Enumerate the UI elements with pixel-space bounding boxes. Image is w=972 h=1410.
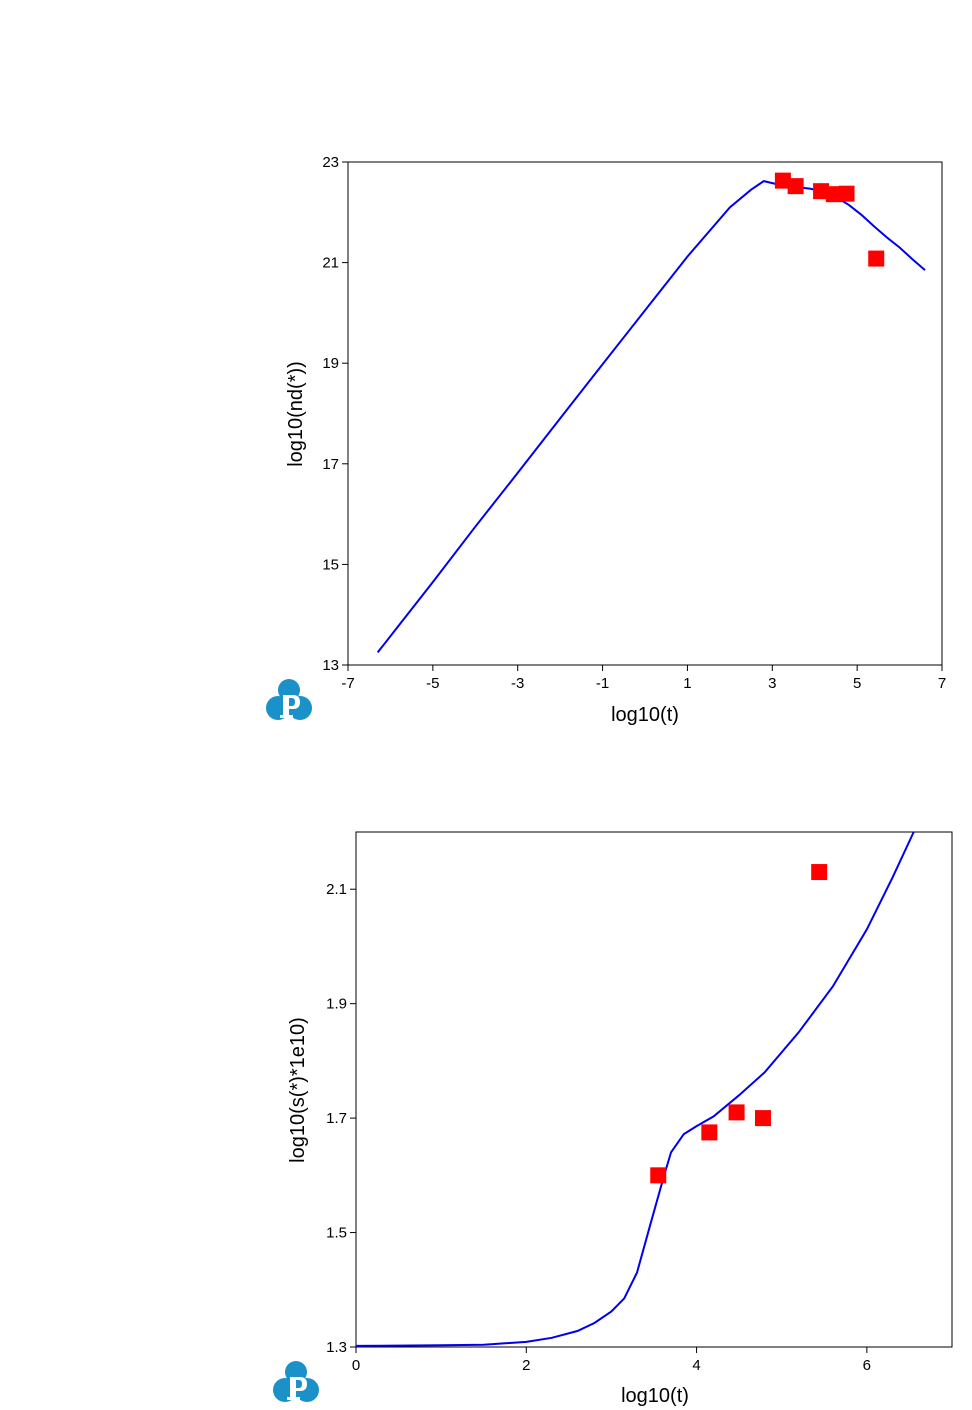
x-tick-label: 0 bbox=[352, 1357, 360, 1374]
data-point bbox=[701, 1124, 718, 1141]
x-tick-label: 2 bbox=[522, 1357, 530, 1374]
app-logo bbox=[266, 679, 312, 720]
x-tick-label: -5 bbox=[426, 675, 439, 692]
plot-frame bbox=[355, 831, 953, 1348]
y-axis-label: log10(nd(*)) bbox=[285, 361, 307, 467]
x-tick-label: 4 bbox=[692, 1357, 700, 1374]
y-tick-label: 17 bbox=[322, 456, 339, 473]
y-tick-label: 19 bbox=[322, 355, 339, 372]
y-tick-label: 13 bbox=[322, 657, 339, 674]
x-tick-label: 1 bbox=[683, 675, 691, 692]
y-axis-label: log10(s(*)*1e10) bbox=[287, 1017, 309, 1163]
logo-glyph bbox=[287, 1377, 307, 1400]
data-point bbox=[774, 172, 791, 189]
tick-group: 0 2 4 6 1.3 1.5 1.7 1.9 2.1 bbox=[326, 881, 871, 1374]
x-tick-label: 3 bbox=[768, 675, 776, 692]
data-point bbox=[650, 1167, 667, 1184]
logo-glyph bbox=[280, 695, 300, 718]
plot-frame bbox=[347, 161, 943, 666]
mark-group bbox=[355, 831, 915, 1347]
x-tick-label: 5 bbox=[853, 675, 861, 692]
data-point bbox=[825, 186, 842, 203]
data-point bbox=[838, 185, 855, 202]
data-point bbox=[787, 178, 804, 195]
y-tick-label: 1.5 bbox=[326, 1225, 347, 1242]
x-tick-label: 6 bbox=[863, 1357, 871, 1374]
x-axis-label: log10(t) bbox=[611, 704, 679, 726]
data-point bbox=[811, 864, 828, 881]
data-point bbox=[754, 1110, 771, 1127]
data-point bbox=[868, 250, 885, 267]
y-tick-label: 2.1 bbox=[326, 881, 347, 898]
x-tick-label: -1 bbox=[596, 675, 609, 692]
x-tick-label: -7 bbox=[341, 675, 354, 692]
y-tick-label: 15 bbox=[322, 556, 339, 573]
data-point bbox=[728, 1104, 745, 1121]
app-logo bbox=[273, 1361, 319, 1402]
x-tick-label: -3 bbox=[511, 675, 524, 692]
y-tick-label: 1.3 bbox=[326, 1339, 347, 1356]
y-tick-label: 1.9 bbox=[326, 996, 347, 1013]
y-tick-label: 1.7 bbox=[326, 1110, 347, 1127]
chart-s: 0 2 4 6 1.3 1.5 1.7 1.9 2.1 log10(t) log10(s(*)*… bbox=[287, 831, 953, 1407]
y-tick-label: 23 bbox=[322, 154, 339, 171]
y-tick-label: 21 bbox=[322, 255, 339, 272]
x-axis-label: log10(t) bbox=[621, 1385, 689, 1407]
mark-group bbox=[376, 172, 926, 654]
x-tick-label: 7 bbox=[938, 675, 946, 692]
data-point bbox=[813, 183, 830, 200]
